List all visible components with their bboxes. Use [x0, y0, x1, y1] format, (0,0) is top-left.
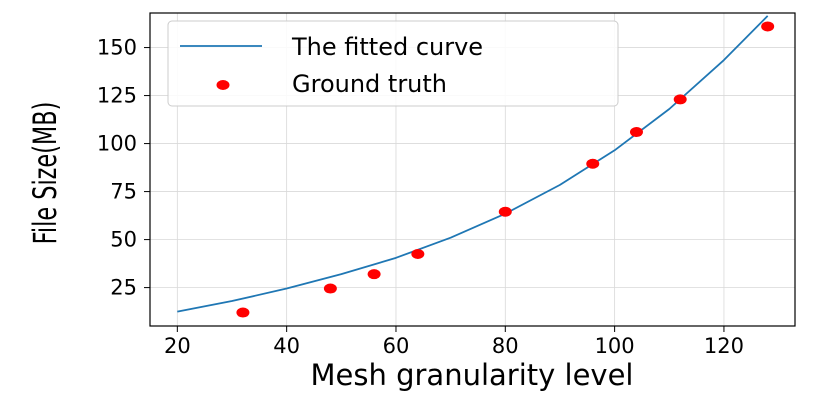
x-tick-label: 40 — [273, 334, 300, 358]
ground-truth-point — [498, 206, 512, 217]
legend-label-ground-truth: Ground truth — [292, 70, 447, 98]
x-tick-label: 20 — [164, 334, 191, 358]
ground-truth-point — [367, 269, 381, 280]
x-axis-label: Mesh granularity level — [311, 358, 634, 392]
x-tick-label: 120 — [704, 334, 744, 358]
y-tick-label: 100 — [97, 132, 137, 156]
ground-truth-point — [586, 158, 600, 169]
x-tick-label: 100 — [595, 334, 635, 358]
ground-truth-point — [411, 248, 425, 259]
legend-box — [167, 20, 619, 107]
y-tick-label: 125 — [97, 84, 137, 108]
y-tick-label: 50 — [110, 228, 137, 252]
ground-truth-point — [323, 283, 337, 294]
ground-truth-point — [761, 21, 775, 32]
x-tick-label: 60 — [383, 334, 410, 358]
y-tick-label: 25 — [110, 276, 137, 300]
ground-truth-point — [236, 307, 250, 318]
legend-point-swatch — [216, 80, 230, 90]
ground-truth-point — [673, 94, 687, 105]
y-axis-label: File Size(MB) — [26, 102, 64, 245]
legend: The fitted curve Ground truth — [167, 20, 619, 107]
x-tick-label: 80 — [492, 334, 519, 358]
plot-series — [177, 15, 775, 318]
ground-truth-point — [629, 127, 643, 138]
axis-ticks: 20 40 60 80 100 120 25 50 75 100 125 150 — [97, 36, 744, 358]
plot-frame — [149, 12, 796, 327]
legend-label-fitted-curve: The fitted curve — [291, 33, 483, 61]
y-tick-label: 150 — [97, 36, 137, 60]
y-tick-label: 75 — [110, 180, 137, 204]
